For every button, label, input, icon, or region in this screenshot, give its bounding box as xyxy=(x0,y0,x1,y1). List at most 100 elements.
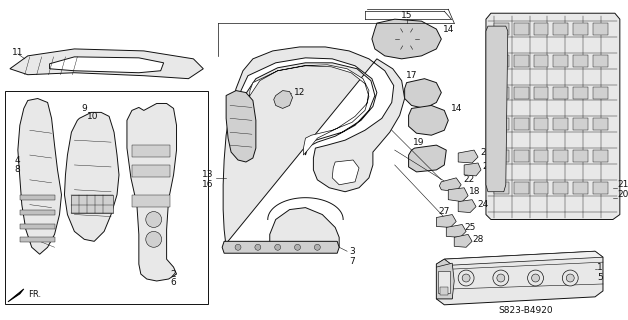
Text: 13: 13 xyxy=(202,170,214,180)
Polygon shape xyxy=(447,224,466,237)
Polygon shape xyxy=(18,99,62,254)
Bar xyxy=(553,118,568,130)
Polygon shape xyxy=(458,200,476,212)
Bar xyxy=(553,55,568,67)
Bar xyxy=(573,87,588,99)
Polygon shape xyxy=(436,263,454,299)
Polygon shape xyxy=(372,19,441,59)
Text: 1: 1 xyxy=(597,263,603,272)
Text: 9: 9 xyxy=(82,104,87,113)
Bar xyxy=(534,23,548,35)
Bar xyxy=(573,182,588,194)
Bar xyxy=(553,23,568,35)
Polygon shape xyxy=(436,259,452,299)
Text: 16: 16 xyxy=(202,180,214,189)
Text: 6: 6 xyxy=(171,278,176,287)
Bar xyxy=(573,23,588,35)
Circle shape xyxy=(146,231,161,247)
Circle shape xyxy=(566,274,574,282)
Text: 26: 26 xyxy=(482,163,494,172)
Bar xyxy=(132,145,170,157)
Text: 7: 7 xyxy=(349,257,355,266)
Polygon shape xyxy=(274,91,293,108)
Bar xyxy=(534,55,548,67)
Polygon shape xyxy=(444,251,603,265)
Polygon shape xyxy=(458,150,478,163)
Text: 15: 15 xyxy=(401,11,413,20)
Polygon shape xyxy=(127,103,176,281)
Circle shape xyxy=(462,274,470,282)
Bar xyxy=(593,23,608,35)
Text: 4: 4 xyxy=(14,156,20,164)
Circle shape xyxy=(458,270,474,286)
Circle shape xyxy=(497,274,505,282)
Bar xyxy=(534,118,548,130)
Circle shape xyxy=(315,244,320,250)
Polygon shape xyxy=(440,178,461,192)
Text: FR.: FR. xyxy=(28,290,41,300)
Polygon shape xyxy=(10,49,203,79)
Bar xyxy=(514,87,529,99)
Circle shape xyxy=(274,244,281,250)
Polygon shape xyxy=(436,251,603,305)
Text: 3: 3 xyxy=(349,247,355,256)
Text: 20: 20 xyxy=(617,190,628,199)
Circle shape xyxy=(255,244,261,250)
Bar xyxy=(593,150,608,162)
Bar xyxy=(593,182,608,194)
Circle shape xyxy=(562,270,578,286)
Bar xyxy=(593,118,608,130)
Bar xyxy=(573,118,588,130)
Bar xyxy=(573,55,588,67)
Bar xyxy=(514,118,529,130)
Polygon shape xyxy=(464,163,481,176)
Text: 22: 22 xyxy=(463,175,474,184)
Bar xyxy=(494,23,509,35)
Bar xyxy=(553,150,568,162)
Polygon shape xyxy=(454,234,472,247)
Bar xyxy=(20,224,55,229)
Text: 25: 25 xyxy=(464,223,475,232)
Text: 18: 18 xyxy=(469,187,480,196)
Bar xyxy=(534,182,548,194)
Bar xyxy=(132,165,170,177)
Text: 19: 19 xyxy=(413,138,425,147)
Bar xyxy=(494,118,509,130)
Bar xyxy=(514,23,529,35)
Text: 5: 5 xyxy=(597,273,603,282)
Polygon shape xyxy=(486,26,508,192)
Polygon shape xyxy=(409,106,448,135)
Text: 21: 21 xyxy=(617,180,628,189)
Text: 14: 14 xyxy=(443,25,455,34)
Circle shape xyxy=(295,244,301,250)
Polygon shape xyxy=(448,188,468,202)
Text: 2: 2 xyxy=(171,269,176,278)
Text: 23: 23 xyxy=(480,148,491,156)
Polygon shape xyxy=(409,145,447,172)
Circle shape xyxy=(531,274,539,282)
Text: 12: 12 xyxy=(293,88,305,97)
Circle shape xyxy=(493,270,509,286)
Bar xyxy=(5,91,208,304)
Text: 24: 24 xyxy=(477,200,489,209)
Polygon shape xyxy=(436,214,456,228)
Polygon shape xyxy=(222,241,339,253)
Bar xyxy=(514,150,529,162)
Bar xyxy=(573,150,588,162)
Circle shape xyxy=(528,270,543,286)
Bar xyxy=(593,55,608,67)
Bar xyxy=(440,287,448,295)
Polygon shape xyxy=(223,47,404,247)
Polygon shape xyxy=(226,91,256,162)
Bar xyxy=(534,87,548,99)
Bar xyxy=(438,271,450,293)
Circle shape xyxy=(146,212,161,228)
Text: 17: 17 xyxy=(406,71,418,80)
Bar xyxy=(20,195,55,200)
Bar xyxy=(494,182,509,194)
Circle shape xyxy=(235,244,241,250)
Bar xyxy=(20,210,55,214)
Polygon shape xyxy=(50,57,164,73)
Polygon shape xyxy=(238,58,377,155)
Text: 14: 14 xyxy=(452,104,463,113)
